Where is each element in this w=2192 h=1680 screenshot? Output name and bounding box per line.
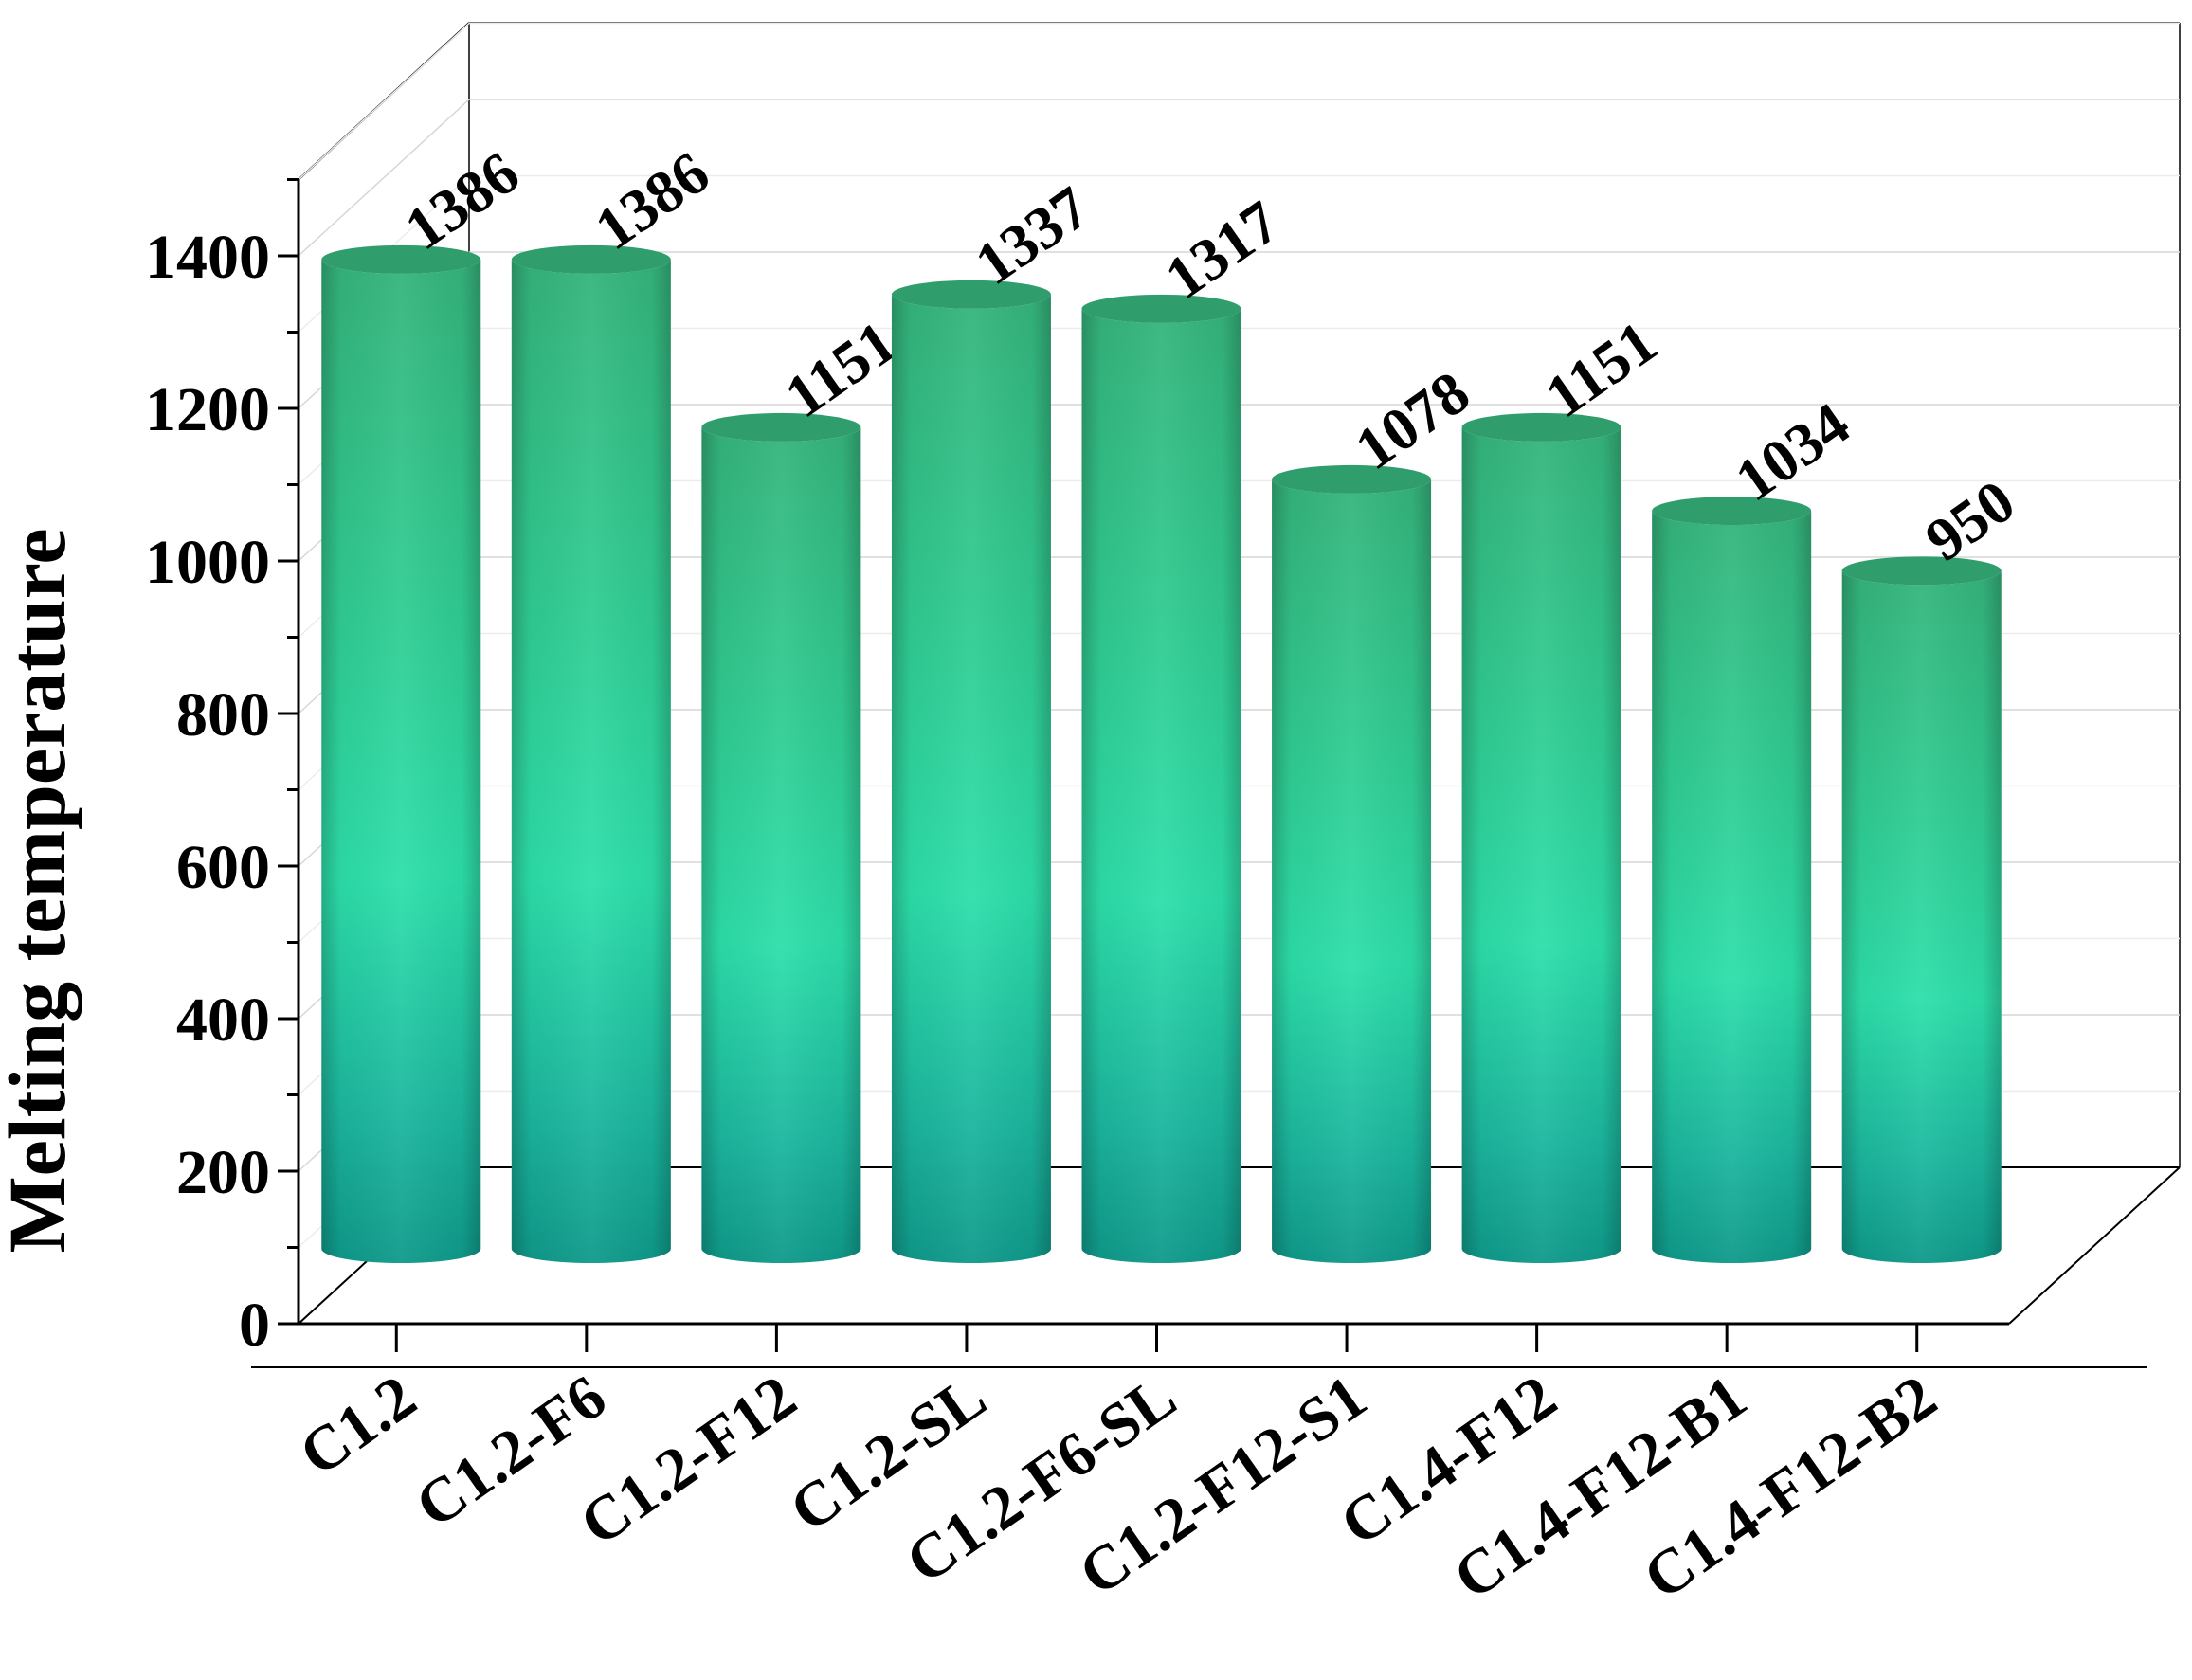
x-tick-label-1: C1.2	[287, 1362, 428, 1489]
bar-9: 950	[1841, 467, 2026, 1263]
data-label-7: 1151	[1533, 308, 1669, 431]
data-label-1: 1386	[393, 138, 532, 263]
y-tick-label-0: 0	[239, 1291, 270, 1360]
data-label-3: 1151	[773, 308, 909, 431]
bar-4: 1337	[891, 173, 1101, 1263]
y-tick-label-400: 400	[176, 985, 270, 1055]
y-axis-label: Melting temperature	[0, 529, 82, 1254]
bar-5: 1317	[1081, 188, 1292, 1263]
x-axis-ticks: C1.2C1.2-F6C1.2-F12C1.2-SLC1.2-F6-SLC1.2…	[251, 1322, 2147, 1613]
bar-8: 1034	[1652, 389, 1861, 1263]
data-label-6: 1078	[1343, 358, 1481, 483]
y-tick-label-1200: 1200	[145, 375, 270, 444]
data-label-8: 1034	[1723, 389, 1861, 515]
bar-7: 1151	[1461, 308, 1669, 1263]
x-tick-label-3: C1.2-F12	[568, 1362, 808, 1559]
data-label-2: 1386	[583, 138, 721, 263]
y-axis-ticks: 0 200 400 600 800 1000 1200 1400	[145, 178, 300, 1360]
data-label-4: 1337	[963, 173, 1101, 298]
bar-6: 1078	[1272, 358, 1481, 1263]
y-tick-label-200: 200	[176, 1138, 270, 1207]
y-tick-label-800: 800	[176, 680, 270, 750]
bar-2: 1386	[511, 138, 721, 1263]
y-tick-label-600: 600	[176, 833, 270, 902]
data-label-5: 1317	[1153, 188, 1292, 313]
y-tick-label-1400: 1400	[145, 223, 270, 292]
y-tick-label-1000: 1000	[145, 528, 270, 597]
bar-1: 1386	[321, 138, 531, 1263]
